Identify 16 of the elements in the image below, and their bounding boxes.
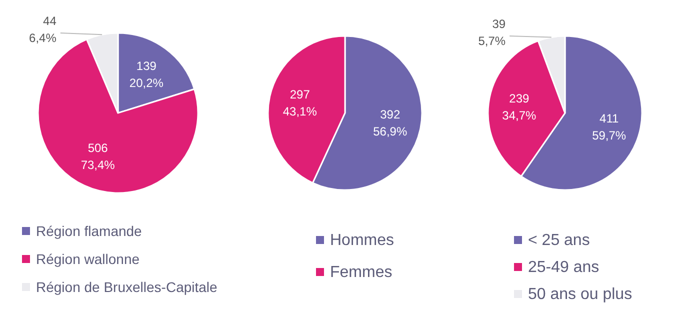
data-label: 392 56,9% — [373, 107, 408, 138]
legend-label: Femmes — [330, 264, 392, 281]
data-label: 239 34,7% — [502, 92, 537, 123]
legend-label: < 25 ans — [528, 232, 590, 249]
legend-label: 50 ans ou plus — [528, 286, 632, 303]
data-label: 411 59,7% — [592, 111, 626, 142]
legend-label: Hommes — [330, 232, 394, 249]
legend-label: 25-49 ans — [528, 259, 600, 276]
data-label: 297 43,1% — [282, 88, 318, 119]
data-label: 44 6,4% — [29, 14, 57, 45]
legend-label: Région wallonne — [36, 251, 140, 267]
legend-label: Région flamande — [36, 223, 142, 239]
legend-label: Région de Bruxelles-Capitale — [36, 279, 218, 295]
data-label: 39 5,7% — [478, 17, 506, 48]
data-label: 506 73,4% — [80, 141, 116, 172]
data-label: 139 20,2% — [129, 58, 164, 90]
